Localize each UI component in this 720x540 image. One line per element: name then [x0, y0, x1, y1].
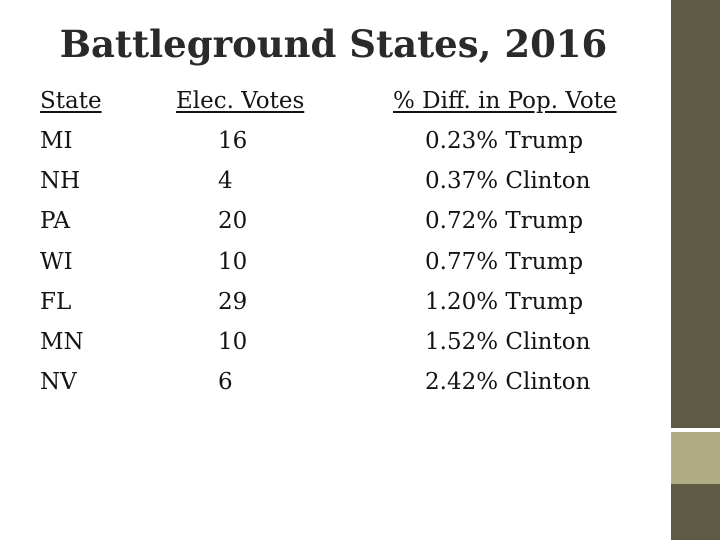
row-pop-vote-diff: 0.23% Trump [425, 128, 584, 154]
row-state: NV [40, 369, 77, 395]
row-elec-votes: 6 [218, 369, 233, 395]
header-pop-vote-diff: % Diff. in Pop. Vote [393, 88, 617, 114]
row-state: WI [40, 249, 73, 275]
header-elec-votes: Elec. Votes [176, 88, 305, 114]
row-elec-votes: 10 [218, 249, 248, 275]
row-state: MI [40, 128, 73, 154]
row-pop-vote-diff: 1.20% Trump [425, 289, 584, 315]
row-pop-vote-diff: 0.77% Trump [425, 249, 584, 275]
row-pop-vote-diff: 0.72% Trump [425, 208, 584, 234]
row-pop-vote-diff: 1.52% Clinton [425, 329, 591, 355]
slide-title: Battleground States, 2016 [59, 22, 608, 66]
row-elec-votes: 10 [218, 329, 248, 355]
row-elec-votes: 4 [218, 168, 233, 194]
row-state: FL [40, 289, 72, 315]
sidebar-gap [667, 0, 671, 540]
row-pop-vote-diff: 2.42% Clinton [425, 369, 591, 395]
row-elec-votes: 29 [218, 289, 248, 315]
row-pop-vote-diff: 0.37% Clinton [425, 168, 591, 194]
header-state: State [40, 88, 102, 114]
sidebar-accent-gap [671, 428, 720, 432]
row-state: MN [40, 329, 84, 355]
row-state: NH [40, 168, 81, 194]
row-state: PA [40, 208, 70, 234]
row-elec-votes: 20 [218, 208, 248, 234]
row-elec-votes: 16 [218, 128, 248, 154]
sidebar-accent-block [671, 432, 720, 484]
